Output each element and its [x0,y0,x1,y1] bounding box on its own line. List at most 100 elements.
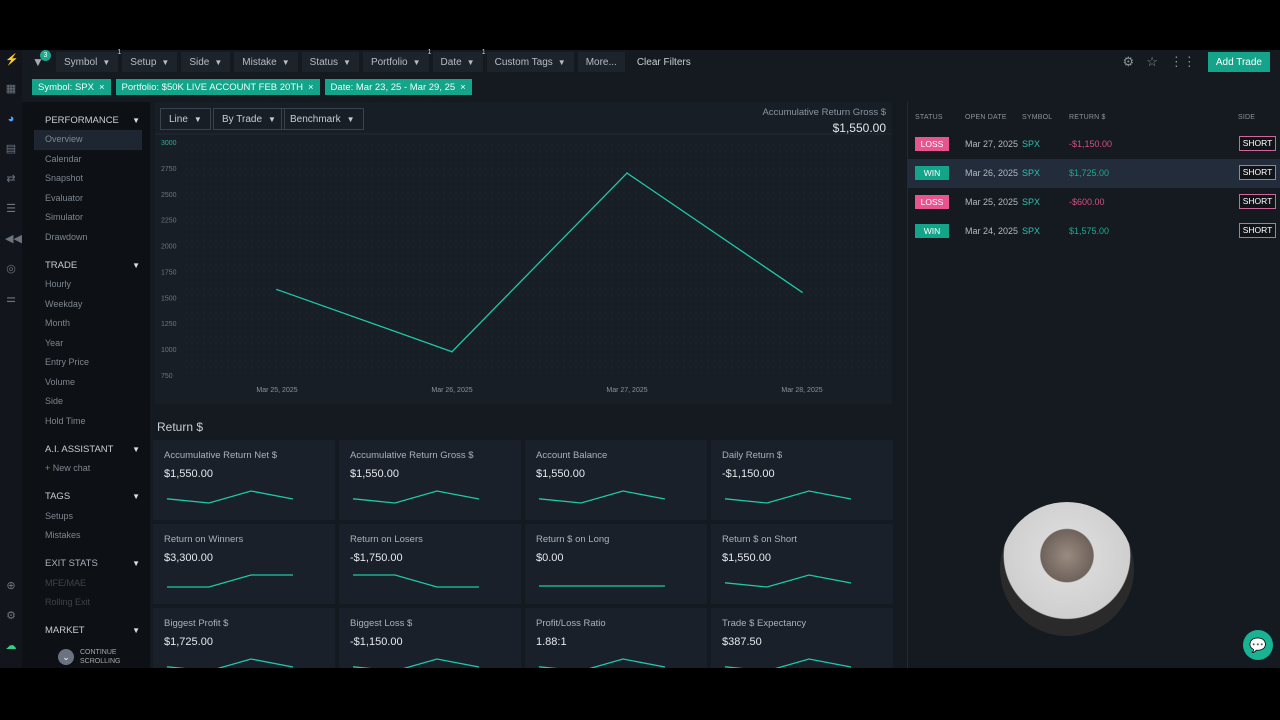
stat-label: Biggest Loss $ [350,618,413,629]
reports-icon[interactable]: ◕ [7,113,15,125]
stat-card[interactable]: Return on Losers -$1,750.00 [339,524,521,604]
sidebar-item-mfe-mae[interactable]: MFE/MAE [22,574,150,594]
stat-card[interactable]: Biggest Loss $ -$1,150.00 [339,608,521,668]
target-icon[interactable]: ◎ [6,263,16,275]
sidebar-item-year[interactable]: Year [22,334,150,354]
filter-chip[interactable]: Symbol: SPX × [32,79,111,95]
filter-setup-button[interactable]: Setup ▼ [122,52,178,72]
symbol[interactable]: SPX [1022,139,1041,149]
close-icon[interactable]: × [307,81,314,93]
stat-label: Account Balance [536,450,608,461]
filter-date-button[interactable]: Date ▼ 1 [432,49,486,72]
stat-card[interactable]: Account Balance $1,550.00 [525,440,707,520]
chart-type-select[interactable]: Line ▼ [160,108,211,130]
clear-filters-button[interactable]: Clear Filters [629,52,699,72]
more-filters-button[interactable]: More... [577,52,625,72]
table-row[interactable]: LOSS Mar 27, 2025 SPX -$1,150.00 SHORT [908,130,1280,159]
chat-support-button[interactable]: 💬 [1243,630,1273,660]
stat-value: $1,550.00 [722,552,771,564]
filter-chip[interactable]: Date: Mar 23, 25 - Mar 29, 25 × [324,79,472,95]
ai-brain-icon[interactable]: ☁ [5,640,17,652]
data-point[interactable] [626,172,628,174]
notebook-icon[interactable]: ▤ [5,143,17,155]
dashboard-icon[interactable]: ▦ [5,83,17,95]
sidebar-item-new-chat[interactable]: + New chat [22,459,150,479]
stat-card[interactable]: Daily Return $ -$1,150.00 [711,440,893,520]
sidebar-item-snapshot[interactable]: Snapshot [22,169,150,189]
open-date: Mar 24, 2025 [965,226,1019,236]
filter-status-button[interactable]: Status ▼ [301,52,359,72]
symbol[interactable]: SPX [1022,197,1041,207]
table-row[interactable]: LOSS Mar 25, 2025 SPX -$600.00 SHORT [908,188,1280,217]
stat-card[interactable]: Biggest Profit $ $1,725.00 [153,608,335,668]
filter-icon[interactable]: ▼ 3 [32,50,52,72]
sidebar-item-volume[interactable]: Volume [22,373,150,393]
filter-portfolio-button[interactable]: Portfolio ▼ 1 [362,49,432,72]
sidebar-item-overview[interactable]: Overview [34,130,142,150]
filter-label: Custom Tags [494,56,553,68]
group-select[interactable]: By Trade ▼ [213,108,285,130]
sliders-icon[interactable]: ⚌ [6,293,16,305]
sidebar-item-rolling-exit[interactable]: Rolling Exit [22,593,150,613]
add-icon[interactable]: ⊕ [6,580,16,592]
stat-card[interactable]: Accumulative Return Net $ $1,550.00 [153,440,335,520]
benchmark-select[interactable]: Benchmark ▼ [281,108,364,130]
item-label: Evaluator [45,192,84,203]
column-header[interactable]: OPEN DATE [965,114,1007,121]
column-header[interactable]: SIDE [1238,114,1256,121]
column-header[interactable]: SYMBOL [1022,114,1053,121]
column-header[interactable]: RETURN $ [1069,114,1106,121]
sidebar-item-hourly[interactable]: Hourly [22,275,150,295]
filter-mistake-button[interactable]: Mistake ▼ [234,52,298,72]
sidebar-item-calendar[interactable]: Calendar [22,150,150,170]
data-point[interactable] [451,350,453,353]
sidebar-section-header[interactable]: TRADE ▼ [22,255,150,275]
table-row[interactable]: WIN Mar 26, 2025 SPX $1,725.00 SHORT [908,159,1280,188]
replay-icon[interactable]: ◀◀ [5,233,22,245]
sidebar-item-weekday[interactable]: Weekday [22,295,150,315]
data-point[interactable] [276,288,278,291]
sidebar-section-header[interactable]: TAGS ▼ [22,487,150,507]
stat-card[interactable]: Return $ on Long $0.00 [525,524,707,604]
table-row[interactable]: WIN Mar 24, 2025 SPX $1,575.00 SHORT [908,217,1280,246]
close-icon[interactable]: × [460,81,466,93]
stat-card[interactable]: Return on Winners $3,300.00 [153,524,335,604]
trades-icon[interactable]: ⇄ [6,173,16,185]
filter-side-button[interactable]: Side ▼ [181,52,231,72]
apps-grid-icon[interactable]: ⋮⋮ [1169,54,1196,69]
close-icon[interactable]: × [98,81,105,93]
filter-chip[interactable]: Portfolio: $50K LIVE ACCOUNT FEB 20TH × [115,79,320,95]
sidebar-item-month[interactable]: Month [22,314,150,334]
sidebar-section-header[interactable]: PERFORMANCE ▼ [22,110,150,130]
stat-card[interactable]: Profit/Loss Ratio 1.88:1 [525,608,707,668]
list-icon[interactable]: ☰ [6,203,16,215]
stat-label: Return $ on Short [722,534,797,545]
gear-icon[interactable]: ⚙ [1122,54,1135,69]
sidebar-item-setups[interactable]: Setups [22,507,150,527]
stat-card[interactable]: Accumulative Return Gross $ $1,550.00 [339,440,521,520]
data-point[interactable] [801,291,803,293]
sidebar-section-header[interactable]: MARKET ▼ [22,621,150,641]
settings-icon[interactable]: ⚙ [6,610,16,622]
sidebar-item-drawdown[interactable]: Drawdown [22,228,150,248]
sidebar-item-simulator[interactable]: Simulator [22,208,150,228]
section-label: A.I. ASSISTANT [45,443,114,455]
sidebar-section-header[interactable]: A.I. ASSISTANT ▼ [22,439,150,459]
column-header[interactable]: STATUS [915,114,943,121]
symbol[interactable]: SPX [1022,168,1041,178]
sidebar-item-entry-price[interactable]: Entry Price [22,353,150,373]
filter-symbol-button[interactable]: Symbol ▼ 1 [56,49,121,72]
symbol[interactable]: SPX [1022,226,1041,236]
filter-custom-tags-button[interactable]: Custom Tags ▼ [486,52,574,72]
sidebar-section-header[interactable]: EXIT STATS ▼ [22,554,150,574]
stat-card[interactable]: Trade $ Expectancy $387.50 [711,608,893,668]
star-icon[interactable]: ☆ [1146,54,1158,69]
item-label: New chat [52,463,91,473]
sidebar-item-evaluator[interactable]: Evaluator [22,189,150,209]
sidebar-item-side[interactable]: Side [22,392,150,412]
sidebar-item-mistakes[interactable]: Mistakes [22,526,150,546]
stat-card[interactable]: Return $ on Short $1,550.00 [711,524,893,604]
continue-scrolling[interactable]: ⌄ CONTINUE SCROLLING [58,648,120,666]
sidebar-item-hold-time[interactable]: Hold Time [22,412,150,432]
add-trade-button[interactable]: Add Trade [1207,52,1270,72]
